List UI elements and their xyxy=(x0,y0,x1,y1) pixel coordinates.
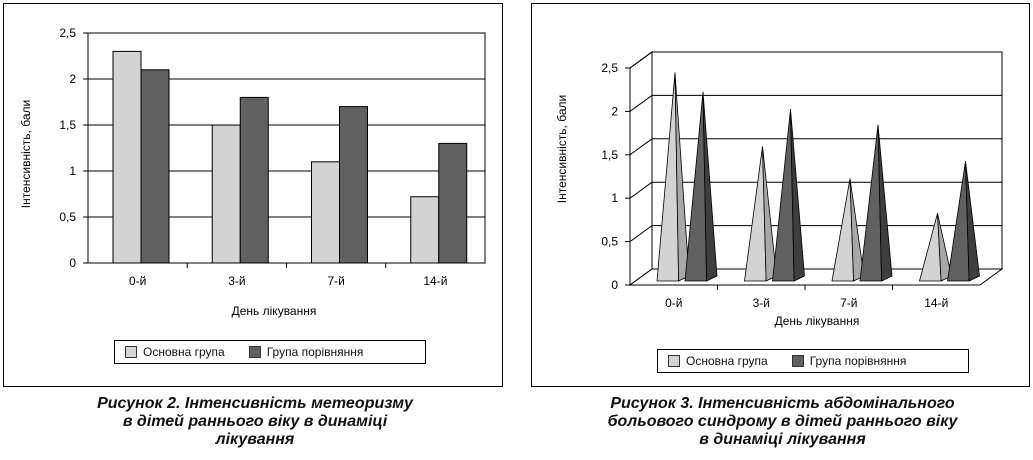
pyramid-comparison-group xyxy=(947,161,980,282)
legend-label-comparison: Група порівняння xyxy=(266,345,364,359)
x-tick-label: 7-й xyxy=(840,296,857,310)
pyramid-chart-abdominal-pain: 0 0,5 1 1,5 2 2,5 0-й 3-й 7-й 14-й Інтенсивність,… xyxy=(555,51,1004,328)
caption-line: лікування xyxy=(215,431,295,448)
pyramid-side-face xyxy=(965,161,980,282)
x-tick-label: 0-й xyxy=(665,296,682,310)
pyramid-side-face xyxy=(702,91,718,282)
bar-main-group xyxy=(112,50,142,264)
pyramid-comparison-group xyxy=(684,91,718,282)
y-tick-label: 0 xyxy=(69,256,76,270)
x-axis-label: День лікування xyxy=(775,314,860,328)
legend-label-comparison: Група порівняння xyxy=(809,354,907,368)
legend-label-main: Основна група xyxy=(143,345,225,359)
legend-item-main: Основна група xyxy=(668,354,768,368)
y-tick-label: 0,5 xyxy=(59,210,76,224)
y-tick-label: 2,5 xyxy=(601,61,618,75)
pyramid-side-face xyxy=(762,146,777,282)
bar-chart-meteorism: 0 0,5 1 1,5 2 2,5 0-й 3-й 7-й 14-й Інтенсивність,… xyxy=(19,26,486,318)
legend-item-comparison: Група порівняння xyxy=(791,354,907,368)
pyramid-main-group xyxy=(744,146,777,282)
pyramid-side-face xyxy=(877,124,893,282)
pyramid-side-face xyxy=(937,213,952,282)
chart-panel-meteorism: 0 0,5 1 1,5 2 2,5 0-й 3-й 7-й 14-й Інтенсивність,… xyxy=(3,3,503,387)
figure-caption-3: Рисунок 3. Інтенсивність абдомінального … xyxy=(555,395,1010,449)
y-tick-label: 0 xyxy=(611,278,618,292)
pyramid-side-face xyxy=(849,178,865,282)
x-axis-label: День лікування xyxy=(232,304,317,318)
gridline-side xyxy=(629,138,653,156)
x-tick-label: 14-й xyxy=(423,274,447,288)
legend-label-main: Основна група xyxy=(686,354,768,368)
caption-line: Рисунок 2. Інтенсивність метеоризму xyxy=(97,395,413,412)
y-tick-label: 2,5 xyxy=(59,26,76,40)
y-tick-label: 0,5 xyxy=(601,235,618,249)
pyramid-main-group xyxy=(918,213,952,282)
legend-item-comparison: Група порівняння xyxy=(248,345,364,359)
pyramid-main-group xyxy=(831,178,865,282)
gridline-side xyxy=(629,225,653,243)
bar-comparison-group xyxy=(239,96,269,264)
bar-comparison-group xyxy=(140,69,170,264)
legend-item-main: Основна група xyxy=(125,345,225,359)
pyramid-side-face xyxy=(674,72,690,282)
chart-legend: Основна група Група порівняння xyxy=(114,340,426,364)
x-tick-label: 0-й xyxy=(129,274,146,288)
gridline-side xyxy=(629,181,653,199)
x-tick-label: 3-й xyxy=(228,274,245,288)
gridline-side xyxy=(629,51,653,69)
y-tick-label: 2 xyxy=(69,72,76,86)
bar-main-group xyxy=(410,196,440,264)
figure-caption-2: Рисунок 2. Інтенсивність метеоризму в ді… xyxy=(40,395,470,449)
side-wall xyxy=(629,51,653,286)
y-tick-label: 1 xyxy=(69,164,76,178)
y-tick-label: 1,5 xyxy=(59,118,76,132)
legend-swatch-main xyxy=(668,355,680,367)
caption-line: в динаміці лікування xyxy=(699,431,866,448)
y-axis-label: Інтенсивність, бали xyxy=(19,100,33,208)
chart-panel-abdominal-pain: 0 0,5 1 1,5 2 2,5 0-й 3-й 7-й 14-й Інтенсивність,… xyxy=(531,3,1030,387)
bar-comparison-group xyxy=(438,142,468,264)
pyramid-comparison-group xyxy=(772,109,805,282)
y-tick-label: 2 xyxy=(611,104,618,118)
chart-legend: Основна група Група порівняння xyxy=(657,349,969,373)
pyramid-side-face xyxy=(790,109,805,282)
x-tick-label: 14-й xyxy=(924,296,948,310)
pyramid-main-group xyxy=(656,72,690,282)
caption-line: в дітей раннього віку в динаміці xyxy=(122,413,388,430)
legend-swatch-comparison xyxy=(248,346,261,358)
caption-line: Рисунок 3. Інтенсивність абдомінального xyxy=(610,395,955,412)
gridline-side xyxy=(629,94,653,112)
y-axis-label: Інтенсивність, бали xyxy=(555,95,569,203)
legend-swatch-comparison xyxy=(791,355,804,367)
bar-main-group xyxy=(211,124,241,264)
legend-swatch-main xyxy=(125,346,137,358)
bar-comparison-group xyxy=(339,106,368,264)
x-tick-label: 7-й xyxy=(327,274,344,288)
bar-main-group xyxy=(311,161,340,264)
pyramid-comparison-group xyxy=(859,124,893,282)
y-tick-label: 1,5 xyxy=(601,148,618,162)
y-tick-label: 1 xyxy=(611,191,618,205)
x-tick-label: 3-й xyxy=(753,296,770,310)
caption-line: больового синдрому в дітей раннього віку xyxy=(607,413,958,430)
